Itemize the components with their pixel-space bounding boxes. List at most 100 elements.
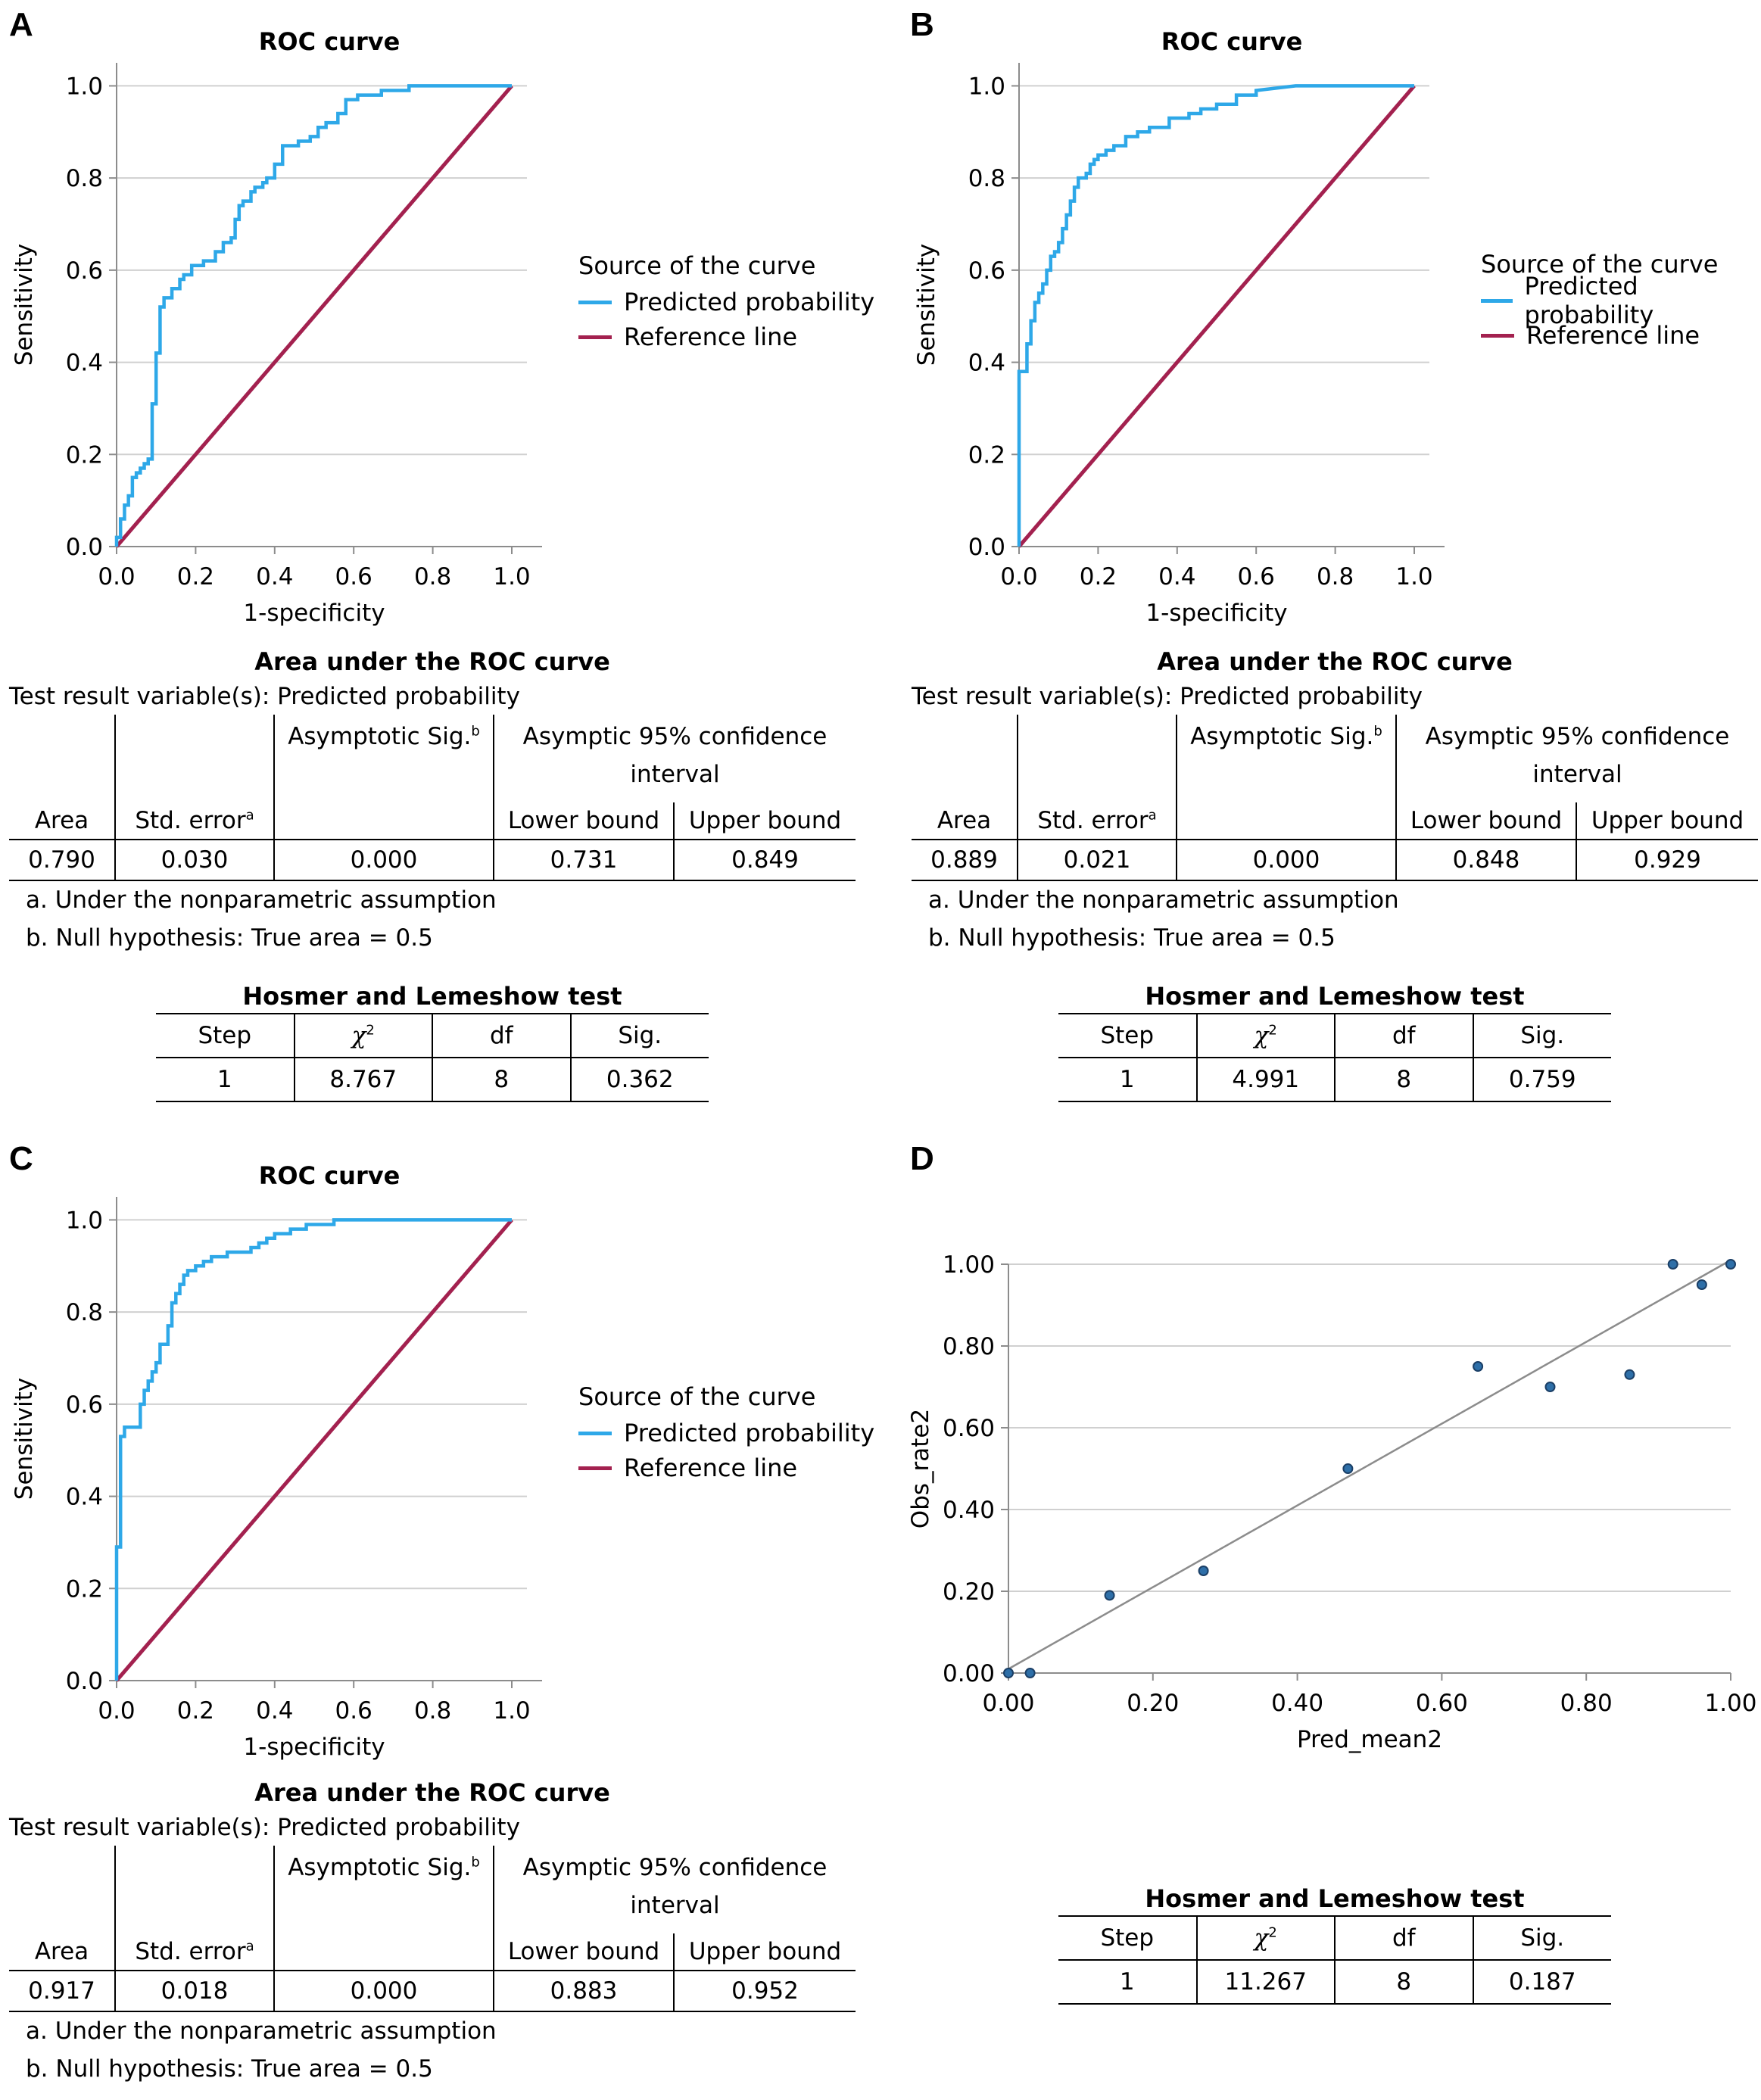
- header-step: Step: [1058, 1915, 1197, 1961]
- y-tick-label: 0.0: [968, 534, 1005, 561]
- roc-chart-b: 0.00.0 0.2 0.2 0.4 0.4 0.6 0.6 0.8 0.8 1.0 1.0 1-sp…: [913, 63, 1445, 627]
- cell-lower: 0.731: [493, 839, 674, 881]
- y-tick-label: 1.0: [66, 1207, 103, 1234]
- x-tick-label: 0.4: [256, 563, 293, 590]
- data-point: [1473, 1361, 1484, 1372]
- header-upper-bound: Upper bound: [1575, 802, 1759, 840]
- auc-table: Asymptotic Sig.b Asymptic 95% confidence…: [912, 715, 1759, 881]
- header-lower-bound: Lower bound: [1395, 802, 1576, 840]
- x-tick-label: 0.20: [1127, 1690, 1179, 1717]
- cell-upper: 0.952: [672, 1970, 856, 2012]
- x-tick-label: 0.6: [335, 563, 372, 590]
- x-tick-label: 0.60: [1416, 1690, 1468, 1717]
- data-point: [1198, 1566, 1209, 1576]
- legend-item-reference: Reference line: [578, 319, 874, 354]
- y-tick-label: 0.60: [943, 1415, 995, 1442]
- legend-label-reference: Reference line: [1526, 321, 1700, 350]
- header-std-error: Std. errora: [114, 1933, 274, 1971]
- y-tick-label: 0.2: [66, 1575, 103, 1603]
- predicted-probability-curve: [114, 84, 512, 547]
- header-upper-bound: Upper bound: [672, 1933, 856, 1971]
- x-tick-label: 0.6: [335, 1697, 372, 1725]
- data-point: [1667, 1259, 1678, 1270]
- legend-swatch-reference: [1481, 333, 1514, 338]
- cell-sig: 0.000: [273, 1970, 494, 2012]
- y-tick-label: 0.0: [66, 1668, 103, 1695]
- y-axis-label: Sensitivity: [913, 244, 940, 366]
- header-ci: Asymptic 95% confidence interval: [492, 1846, 856, 1933]
- header-std-error: Std. errora: [1017, 802, 1177, 840]
- cell-df: 8: [432, 1057, 571, 1102]
- cell-chi-square: 8.767: [293, 1057, 432, 1102]
- header-step: Step: [1058, 1013, 1197, 1058]
- auc-block-a: Area under the ROC curve Test result var…: [9, 645, 856, 957]
- y-tick-label: 0.4: [66, 1484, 103, 1511]
- header-sig: Sig.: [569, 1013, 709, 1058]
- x-tick-label: 0.8: [414, 563, 451, 590]
- header-area: Area: [937, 807, 992, 834]
- predicted-probability-curve: [114, 1218, 512, 1681]
- legend-label-predicted: Predicted probability: [1524, 272, 1654, 329]
- panel-c-title: ROC curve: [258, 1161, 401, 1190]
- cell-std-error: 0.030: [114, 839, 274, 881]
- legend-swatch-predicted: [578, 300, 612, 304]
- y-tick-label: 0.20: [943, 1578, 995, 1606]
- y-tick-label: 0.80: [943, 1333, 995, 1360]
- data-point: [1725, 1259, 1736, 1270]
- hl-table: Step χ2 df Sig. 1 11.267 8 0.187: [1058, 1915, 1611, 2005]
- test-variable: Test result variable(s): Predicted proba…: [912, 683, 1423, 710]
- cell-step: 1: [1058, 1959, 1197, 2005]
- y-tick-label: 0.2: [968, 441, 1005, 469]
- panel-b-label: B: [910, 6, 934, 43]
- y-tick-label: 1.0: [968, 73, 1005, 100]
- data-point: [1624, 1369, 1635, 1380]
- header-df: df: [432, 1013, 571, 1058]
- hl-title: Hosmer and Lemeshow test: [242, 982, 622, 1011]
- legend-label-reference: Reference line: [624, 322, 798, 351]
- legend-swatch-predicted: [1481, 298, 1513, 303]
- header-df: df: [1334, 1013, 1473, 1058]
- y-tick-label: 1.00: [943, 1251, 995, 1279]
- roc-chart-a: 0.00.0 0.2 0.2 0.4 0.4 0.6 0.6 0.8 0.8 1.0 1.0 1-sp…: [11, 63, 542, 627]
- test-variable: Test result variable(s): Predicted proba…: [9, 1814, 520, 1841]
- y-axis-label: Obs_rate2: [907, 1409, 934, 1528]
- legend-swatch-predicted: [578, 1431, 612, 1435]
- x-tick-label: 0.0: [1000, 563, 1037, 590]
- cell-std-error: 0.021: [1017, 839, 1177, 881]
- cell-sig: 0.759: [1472, 1057, 1611, 1102]
- data-point: [1024, 1668, 1036, 1678]
- y-tick-label: 0.40: [943, 1497, 995, 1524]
- legend-label-predicted: Predicted probability: [624, 1419, 875, 1447]
- x-tick-label: 1.0: [493, 1697, 530, 1725]
- hl-table: Step χ2 df Sig. 1 8.767 8 0.362: [156, 1013, 709, 1102]
- legend-a: Source of the curve Predicted probabilit…: [578, 251, 874, 354]
- test-variable: Test result variable(s): Predicted proba…: [9, 683, 520, 710]
- cell-df: 8: [1334, 1057, 1473, 1102]
- cell-lower: 0.883: [493, 1970, 674, 2012]
- calibration-chart-d: 0.00 0.00 0.20 0.20 0.40 0.40 0.60 0.60 0.80 0.80…: [907, 1251, 1757, 1753]
- cell-area: 0.917: [9, 1970, 115, 2012]
- legend-item-predicted: Predicted probability: [578, 1416, 874, 1450]
- data-point: [1342, 1463, 1354, 1474]
- hl-table: Step χ2 df Sig. 1 4.991 8 0.759: [1058, 1013, 1611, 1102]
- x-tick-label: 0.00: [982, 1690, 1034, 1717]
- y-tick-label: 0.8: [66, 165, 103, 192]
- table-row: 0.889 0.021 0.000 0.848 0.929: [912, 839, 1759, 881]
- cell-step: 1: [156, 1057, 295, 1102]
- x-tick-label: 0.2: [1080, 563, 1117, 590]
- cell-area: 0.889: [912, 839, 1018, 881]
- header-df: df: [1334, 1915, 1473, 1961]
- footnote-b: b. Null hypothesis: True area = 0.5: [26, 924, 433, 952]
- legend-b: Source of the curve Predicted probabilit…: [1481, 250, 1761, 353]
- cell-area: 0.790: [9, 839, 115, 881]
- legend-title: Source of the curve: [578, 251, 816, 280]
- legend-label-reference: Reference line: [624, 1453, 798, 1482]
- y-tick-label: 0.00: [943, 1660, 995, 1687]
- panel-a-label: A: [9, 6, 33, 43]
- y-tick-label: 1.0: [66, 73, 103, 100]
- x-tick-label: 0.2: [177, 1697, 214, 1725]
- header-lower-bound: Lower bound: [493, 802, 674, 840]
- x-tick-label: 1.0: [1395, 563, 1432, 590]
- data-point: [1104, 1590, 1115, 1601]
- header-chi-square: χ2: [1195, 1915, 1335, 1961]
